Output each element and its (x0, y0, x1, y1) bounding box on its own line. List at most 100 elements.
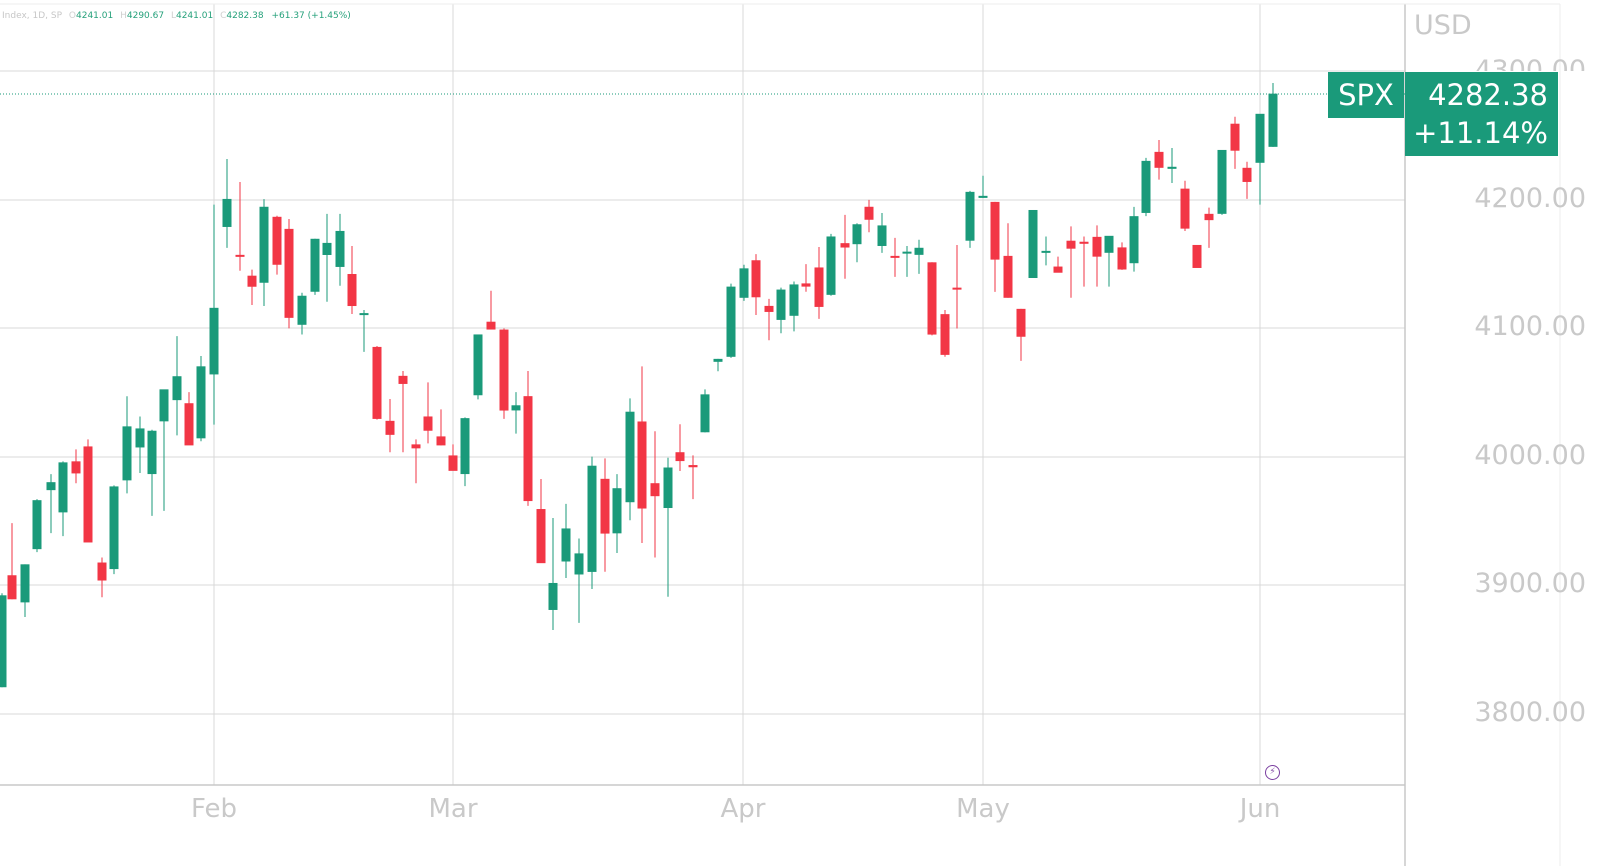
candle (46, 474, 56, 534)
open-value: 4241.01 (76, 11, 114, 21)
price-axis-label: 4300.00 (1474, 55, 1586, 71)
price-axis-label: 4200.00 (1474, 183, 1586, 214)
candle (172, 336, 182, 436)
low-key: L (170, 11, 176, 21)
candle (902, 245, 912, 277)
candle (20, 564, 30, 618)
candle (1079, 236, 1089, 287)
candle (726, 283, 736, 358)
candle (814, 247, 824, 319)
candle (196, 356, 206, 442)
candle (460, 417, 470, 487)
candle (436, 409, 446, 446)
candle (235, 181, 245, 271)
candle (247, 269, 257, 305)
candle (71, 449, 81, 484)
change-value: +61.37 (+1.45%) (271, 11, 351, 21)
price-axis-label: 3900.00 (1474, 568, 1586, 599)
time-axis-label: Jun (1239, 794, 1281, 824)
time-axis-label: Feb (190, 794, 238, 824)
candle (109, 485, 119, 575)
candle (650, 431, 660, 558)
candle (523, 370, 533, 506)
candle (448, 444, 458, 471)
candles-series (0, 82, 1278, 688)
candle (310, 238, 320, 295)
candle (927, 262, 937, 336)
low-value: 4241.01 (175, 11, 214, 21)
candle (83, 439, 93, 543)
last-price-badge: 4282.38 +11.14% (1405, 72, 1558, 156)
candle (914, 239, 924, 274)
candle (612, 474, 622, 554)
candle (764, 298, 774, 341)
time-axis-label: Mar (428, 794, 478, 824)
open-key: O (68, 11, 76, 21)
price-axis-label: 4000.00 (1474, 440, 1586, 471)
candle (1129, 206, 1139, 272)
candle (600, 458, 610, 572)
candle (700, 389, 710, 433)
price-axis-label: 4100.00 (1474, 311, 1586, 342)
price-axis-label: 3800.00 (1474, 697, 1586, 728)
candle (826, 233, 836, 296)
candle (32, 499, 42, 553)
candle (739, 264, 749, 301)
candle (1028, 209, 1038, 278)
close-key: C (220, 11, 227, 21)
candle (1154, 140, 1164, 180)
candle (625, 398, 635, 521)
candle (713, 358, 723, 372)
candle (1204, 207, 1214, 248)
ticker-badge: SPX (1328, 72, 1404, 118)
candle (322, 213, 332, 302)
lightning-bolt-icon[interactable]: ⚡ (1265, 765, 1280, 780)
candle (877, 212, 887, 253)
candle (978, 175, 988, 198)
candle (1041, 236, 1051, 266)
candle (411, 439, 421, 484)
candle (297, 292, 307, 335)
candle (1230, 116, 1240, 169)
candle (511, 392, 521, 434)
candle (751, 254, 761, 316)
candle (1141, 157, 1151, 217)
high-value: 4290.67 (126, 11, 165, 21)
chart-frame (0, 3, 1561, 866)
last-price-value: 4282.38 (1428, 78, 1548, 112)
candle (1117, 242, 1127, 270)
candle (1255, 113, 1265, 205)
candle (1180, 180, 1190, 231)
candle (335, 213, 345, 286)
candle (789, 281, 799, 332)
candle (1167, 148, 1177, 183)
candle (385, 398, 395, 453)
candle (7, 523, 17, 600)
candle (952, 244, 962, 329)
ohlc-legend: Index, 1D, SP O4241.01 H4290.67 L4241.01… (2, 11, 351, 21)
candle (1066, 226, 1076, 298)
candle (990, 201, 1000, 292)
currency-label[interactable]: USD (1414, 10, 1472, 41)
candle (184, 392, 194, 446)
candle (675, 424, 685, 471)
candle (574, 538, 584, 623)
symbol-description: Index, 1D, SP (2, 11, 63, 21)
candle (159, 389, 169, 511)
candle (688, 455, 698, 500)
candle (97, 557, 107, 598)
candle (1053, 256, 1063, 273)
candle (1242, 161, 1252, 199)
candle (1104, 235, 1114, 287)
candle (473, 334, 483, 400)
last-price-change-pct: +11.14% (1413, 116, 1548, 150)
candle (1217, 149, 1227, 215)
close-value: 4282.38 (226, 11, 264, 21)
candle (801, 264, 811, 292)
candle (222, 158, 232, 248)
candle (1016, 308, 1026, 361)
candle (890, 237, 900, 277)
candle (536, 478, 546, 564)
